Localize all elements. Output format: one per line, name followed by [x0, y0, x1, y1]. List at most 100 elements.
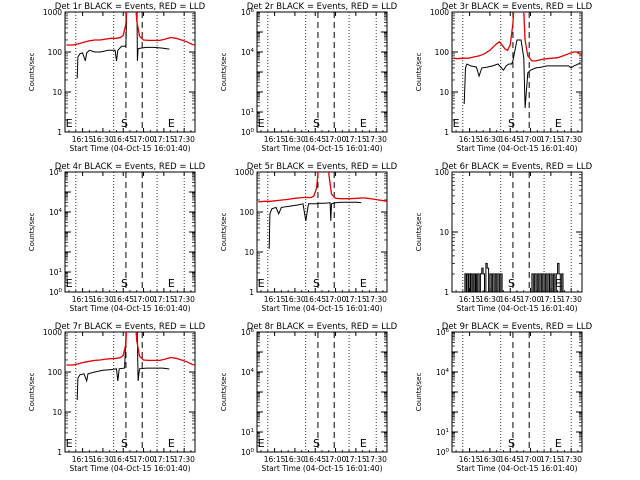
marker-label-e: E [168, 117, 175, 130]
y-tick-label: 106 [436, 328, 450, 337]
x-tick-label: 17:15 [153, 295, 175, 304]
x-tick-label: 16:30 [479, 455, 501, 464]
x-tick-label: 16:15 [264, 295, 286, 304]
x-axis-label: Start Time (04-Oct-15 16:01:40) [69, 144, 190, 153]
y-tick-base: 10 [436, 328, 446, 337]
series-group [258, 172, 387, 249]
x-tick-label: 17:00 [520, 295, 542, 304]
y-tick-label: 104 [436, 368, 450, 377]
lld-series-line [66, 12, 195, 46]
panel-det-2: Det 2r BLACK = Events, RED = LLD16:1516:… [220, 2, 398, 153]
x-tick-label: 16:15 [264, 135, 286, 144]
x-tick-label: 17:00 [325, 455, 347, 464]
y-tick-exp: 1 [251, 428, 255, 434]
y-tick-label: 104 [241, 48, 255, 57]
panel-title: Det 8r BLACK = Events, RED = LLD [247, 322, 398, 332]
x-axis-label: Start Time (04-Oct-15 16:01:40) [69, 464, 190, 473]
x-tick-label: 16:45 [499, 295, 521, 304]
panel-det-1: Det 1r BLACK = Events, RED = LLD16:1516:… [28, 2, 206, 153]
panel-title: Det 6r BLACK = Events, RED = LLD [442, 162, 593, 172]
panel-title: Det 5r BLACK = Events, RED = LLD [247, 162, 398, 172]
x-tick-label: 16:15 [459, 295, 481, 304]
x-tick-label: 16:30 [479, 295, 501, 304]
y-tick-base: 10 [436, 368, 446, 377]
events-series-line [76, 332, 170, 401]
marker-label-e: E [360, 117, 367, 130]
y-tick-label: 100 [49, 288, 63, 297]
x-tick-label: 17:15 [153, 135, 175, 144]
events-series-line [268, 201, 362, 249]
x-tick-label: 17:15 [153, 455, 175, 464]
marker-label-e: E [168, 437, 175, 450]
y-axis-label: Counts/sec [220, 373, 228, 412]
plot-frame [256, 331, 388, 453]
y-tick-exp: 4 [59, 208, 63, 214]
marker-label-e: E [360, 437, 367, 450]
marker-label-s: S [121, 277, 128, 290]
x-tick-label: 17:15 [345, 295, 367, 304]
x-tick-label: 17:15 [540, 455, 562, 464]
x-tick-label: 17:00 [133, 295, 155, 304]
y-tick-exp: 0 [446, 448, 450, 454]
series-group [453, 12, 582, 108]
x-tick-label: 17:30 [173, 455, 195, 464]
plot-frame [64, 331, 196, 453]
y-tick-label: 1000 [43, 328, 62, 337]
y-tick-base: 10 [49, 208, 59, 217]
marker-label-e: E [555, 437, 562, 450]
y-tick-label: 100 [48, 368, 63, 377]
x-tick-label: 17:00 [133, 135, 155, 144]
y-tick-exp: 4 [251, 368, 255, 374]
x-tick-label: 16:30 [92, 455, 114, 464]
y-tick-base: 10 [241, 8, 251, 17]
x-tick-label: 16:30 [479, 135, 501, 144]
marker-label-e: E [555, 117, 562, 130]
x-axis-label: Start Time (04-Oct-15 16:01:40) [261, 304, 382, 313]
y-tick-exp: 6 [251, 328, 255, 334]
panel-det-8: Det 8r BLACK = Events, RED = LLD16:1516:… [220, 322, 398, 473]
y-axis-label: Counts/sec [28, 213, 36, 252]
y-tick-exp: 4 [446, 368, 450, 374]
x-axis-label: Start Time (04-Oct-15 16:01:40) [69, 304, 190, 313]
marker-label-e: E [258, 437, 265, 450]
panel-det-4: Det 4r BLACK = Events, RED = LLD16:1516:… [28, 162, 206, 313]
x-tick-label: 17:30 [365, 455, 387, 464]
y-tick-label: 10 [52, 88, 62, 97]
panel-title: Det 3r BLACK = Events, RED = LLD [442, 2, 593, 12]
x-tick-label: 17:00 [133, 455, 155, 464]
y-tick-label: 100 [241, 448, 255, 457]
y-axis-label: Counts/sec [415, 53, 423, 92]
x-tick-label: 16:30 [92, 135, 114, 144]
plot-frame [256, 171, 388, 293]
marker-label-s: S [508, 437, 515, 450]
x-tick-label: 17:30 [365, 135, 387, 144]
x-tick-label: 17:30 [173, 295, 195, 304]
y-tick-exp: 0 [251, 448, 255, 454]
marker-label-e: E [66, 117, 73, 130]
y-tick-base: 10 [241, 428, 251, 437]
y-tick-label: 1 [444, 128, 449, 137]
y-tick-label: 106 [241, 8, 255, 17]
x-tick-label: 17:30 [560, 295, 582, 304]
x-axis-label: Start Time (04-Oct-15 16:01:40) [261, 464, 382, 473]
y-tick-base: 10 [49, 168, 59, 177]
marker-label-e: E [66, 437, 73, 450]
marker-label-s: S [508, 117, 515, 130]
plot-frame [64, 171, 196, 293]
x-tick-label: 16:15 [459, 135, 481, 144]
x-tick-label: 16:15 [72, 295, 94, 304]
x-tick-label: 16:45 [112, 295, 134, 304]
plot-frame [256, 11, 388, 133]
x-axis-label: Start Time (04-Oct-15 16:01:40) [456, 304, 577, 313]
plot-frame [451, 331, 583, 453]
y-tick-base: 10 [49, 288, 59, 297]
panel-title: Det 1r BLACK = Events, RED = LLD [55, 2, 206, 12]
y-tick-exp: 0 [59, 288, 63, 294]
marker-label-s: S [313, 437, 320, 450]
series-group [66, 332, 195, 401]
y-axis-label: Counts/sec [220, 213, 228, 252]
x-tick-label: 17:30 [560, 455, 582, 464]
y-tick-label: 1 [57, 128, 62, 137]
x-axis-label: Start Time (04-Oct-15 16:01:40) [456, 144, 577, 153]
